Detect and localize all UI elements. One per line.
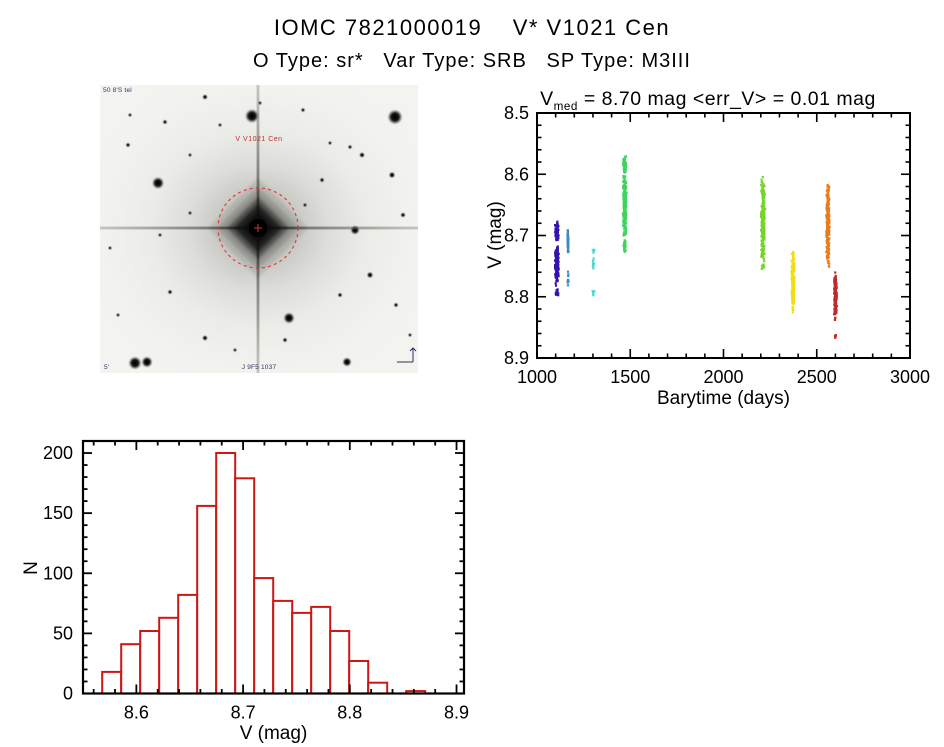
svg-text:1500: 1500 [610, 367, 650, 387]
target-circle [217, 187, 299, 269]
svg-text:8.5: 8.5 [504, 103, 529, 123]
histogram-xlabel: V (mag) [239, 723, 308, 744]
svg-text:2500: 2500 [797, 367, 837, 387]
svg-text:8.7: 8.7 [231, 703, 256, 723]
svg-text:1000: 1000 [517, 367, 557, 387]
svg-text:100: 100 [43, 563, 73, 583]
lightcurve-panel: Vmed = 8.70 mag <err_V> = 0.01 mag 1000 1… [480, 88, 944, 418]
plate-text-top-left: 50 8'S tel [103, 87, 132, 94]
svg-text:50: 50 [53, 623, 73, 643]
starfield-image [100, 85, 418, 373]
svg-text:8.6: 8.6 [124, 703, 149, 723]
svg-text:8.7: 8.7 [504, 226, 529, 246]
histogram-panel: 8.6 8.7 8.8 8.9 0 50 100 150 200 N V (mag) [20, 430, 480, 747]
histogram-plot: 8.6 8.7 8.8 8.9 0 50 100 150 200 [43, 439, 469, 723]
field-stars [108, 94, 412, 370]
plate-text-bottom: J 9F5 1037 [241, 364, 277, 371]
svg-text:8.8: 8.8 [504, 287, 529, 307]
page-subtitle: O Type: sr* Var Type: SRB SP Type: M3III [253, 50, 691, 72]
scale-mark [397, 347, 417, 363]
svg-text:2000: 2000 [703, 367, 743, 387]
svg-text:8.8: 8.8 [337, 703, 362, 723]
finding-chart: 50 8'S tel J 9F5 1037 5' V V1021 Cen [100, 85, 418, 373]
svg-text:8.6: 8.6 [504, 164, 529, 184]
lightcurve-plot: 1000 1500 2000 2500 3000 8.5 8.6 8.7 8.8 8.9 [504, 103, 930, 387]
svg-text:8.9: 8.9 [444, 703, 469, 723]
svg-text:200: 200 [43, 443, 73, 463]
target-label: V V1021 Cen [235, 136, 283, 143]
lightcurve-ylabel: V (mag) [485, 201, 506, 269]
plate-text-bottom-left: 5' [104, 364, 110, 371]
title-variable: V [540, 88, 554, 110]
svg-text:8.9: 8.9 [504, 348, 529, 368]
lightcurve-xlabel: Barytime (days) [656, 388, 791, 409]
svg-text:0: 0 [63, 684, 73, 704]
histogram-ylabel: N [21, 561, 42, 575]
title-subscript: med [553, 99, 578, 113]
lightcurve-title: Vmed = 8.70 mag <err_V> = 0.01 mag [480, 88, 936, 113]
svg-text:3000: 3000 [890, 367, 930, 387]
page-title: IOMC 7821000019 V* V1021 Cen [273, 15, 671, 40]
svg-text:150: 150 [43, 503, 73, 523]
target-marker [254, 224, 262, 232]
title-values: = 8.70 mag <err_V> = 0.01 mag [577, 88, 876, 110]
